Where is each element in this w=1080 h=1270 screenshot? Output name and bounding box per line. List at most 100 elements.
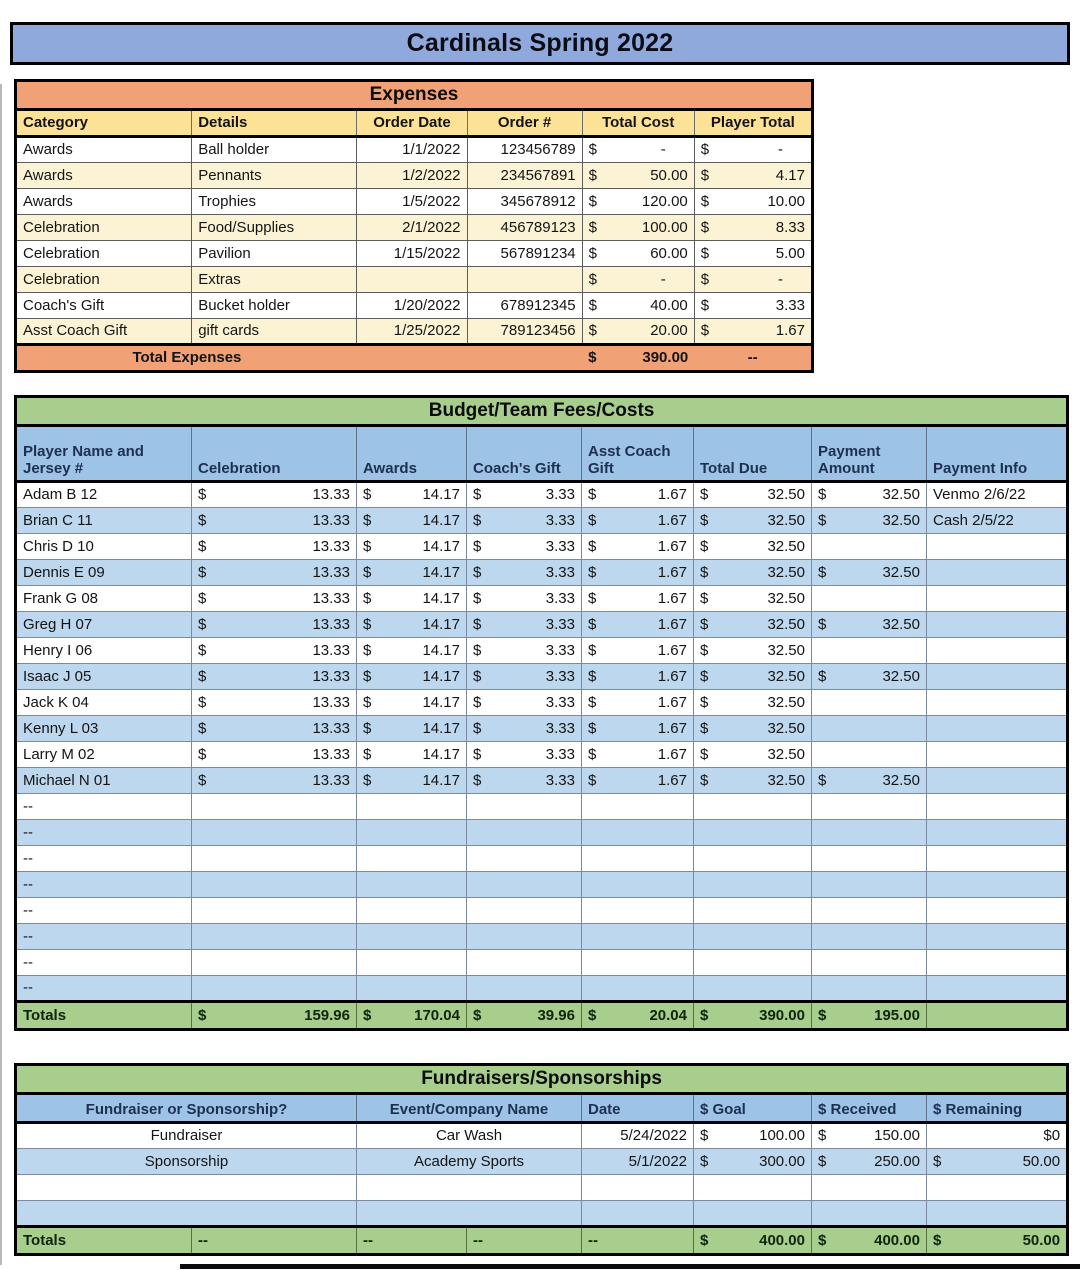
- cell-awards[interactable]: $14.17: [356, 533, 467, 560]
- cell-order-num[interactable]: 789123456: [466, 318, 583, 345]
- cell-total-due[interactable]: [693, 923, 812, 950]
- cell-details[interactable]: Extras: [191, 266, 358, 293]
- cell-coach-gift[interactable]: $3.33: [466, 637, 582, 664]
- cell-name[interactable]: --: [15, 793, 192, 820]
- cell-name[interactable]: --: [15, 897, 192, 924]
- cell-celebration[interactable]: $13.33: [191, 611, 357, 638]
- fundraisers-total-received[interactable]: $ 400.00: [811, 1225, 927, 1255]
- cell-awards[interactable]: [356, 975, 467, 1002]
- cell-payment-info[interactable]: [925, 663, 1069, 690]
- cell-asst-gift[interactable]: $1.67: [581, 533, 694, 560]
- cell-payment-info[interactable]: [925, 793, 1069, 820]
- cell-asst-gift[interactable]: $1.67: [581, 767, 694, 794]
- col-header-order-num[interactable]: Order #: [466, 109, 583, 138]
- cell-total-cost[interactable]: $100.00: [581, 214, 695, 241]
- cell-celebration[interactable]: $13.33: [191, 637, 357, 664]
- cell-awards[interactable]: [356, 871, 467, 898]
- budget-totals-label[interactable]: Totals: [15, 1000, 192, 1030]
- cell-name[interactable]: Greg H 07: [15, 611, 192, 638]
- cell-payment-info[interactable]: [925, 767, 1069, 794]
- col-header-awards[interactable]: Awards: [356, 425, 467, 483]
- cell-dash[interactable]: --: [581, 1225, 694, 1255]
- cell-awards[interactable]: $14.17: [356, 507, 467, 534]
- cell-coach-gift[interactable]: [466, 923, 582, 950]
- cell-category[interactable]: Asst Coach Gift: [14, 318, 193, 345]
- cell-details[interactable]: Food/Supplies: [191, 214, 358, 241]
- cell-date[interactable]: [581, 1174, 694, 1201]
- cell-name[interactable]: Henry I 06: [15, 637, 192, 664]
- cell-asst-gift[interactable]: $1.67: [581, 715, 694, 742]
- cell-blank[interactable]: [925, 1000, 1069, 1030]
- cell-celebration[interactable]: $13.33: [191, 663, 357, 690]
- col-header-event-name[interactable]: Event/Company Name: [356, 1093, 582, 1124]
- cell-asst-gift[interactable]: $1.67: [581, 663, 694, 690]
- cell-player-total[interactable]: $8.33: [693, 214, 814, 241]
- cell-received[interactable]: $150.00: [811, 1122, 927, 1149]
- cell-goal[interactable]: $300.00: [693, 1148, 812, 1175]
- cell-order-num[interactable]: 345678912: [466, 188, 583, 215]
- col-header-payment-info[interactable]: Payment Info: [925, 425, 1068, 483]
- expenses-total-label[interactable]: Total Expenses: [15, 343, 357, 372]
- cell-name[interactable]: --: [15, 975, 192, 1002]
- cell-total-due[interactable]: [693, 975, 812, 1002]
- cell-payment-info[interactable]: [925, 611, 1069, 638]
- cell-awards[interactable]: [356, 897, 467, 924]
- cell-asst-gift[interactable]: [581, 975, 694, 1002]
- col-header-order-date[interactable]: Order Date: [356, 109, 468, 138]
- cell-goal[interactable]: [693, 1200, 812, 1227]
- cell-payment-info[interactable]: [925, 559, 1069, 586]
- cell-order-date[interactable]: 1/20/2022: [356, 292, 468, 319]
- budget-total-awards[interactable]: $ 170.04: [356, 1000, 467, 1030]
- cell-awards[interactable]: [356, 845, 467, 872]
- cell-player-total[interactable]: $ -: [693, 136, 814, 163]
- cell-awards[interactable]: $14.17: [356, 611, 467, 638]
- cell-celebration[interactable]: [191, 975, 357, 1002]
- cell-payment-info[interactable]: [925, 949, 1069, 976]
- cell-name[interactable]: Michael N 01: [15, 767, 192, 794]
- cell-order-date[interactable]: 1/1/2022: [356, 136, 468, 163]
- cell-asst-gift[interactable]: [581, 871, 694, 898]
- cell-goal[interactable]: $100.00: [693, 1122, 812, 1149]
- cell-coach-gift[interactable]: $3.33: [466, 559, 582, 586]
- cell-payment-info[interactable]: [925, 975, 1069, 1002]
- cell-celebration[interactable]: $13.33: [191, 559, 357, 586]
- cell-order-date[interactable]: [356, 266, 468, 293]
- cell-coach-gift[interactable]: $3.33: [466, 533, 582, 560]
- cell-details[interactable]: Pennants: [191, 162, 358, 189]
- cell-name[interactable]: Car Wash: [356, 1122, 582, 1149]
- cell-order-num[interactable]: [466, 266, 583, 293]
- cell-payment-amount[interactable]: [811, 715, 927, 742]
- cell-remaining[interactable]: $0: [925, 1122, 1069, 1149]
- cell-total-cost[interactable]: $60.00: [581, 240, 695, 267]
- cell-total-due[interactable]: [693, 793, 812, 820]
- cell-awards[interactable]: $14.17: [356, 559, 467, 586]
- cell-celebration[interactable]: $13.33: [191, 767, 357, 794]
- budget-title[interactable]: Budget/Team Fees/Costs: [15, 396, 1068, 427]
- cell-total-cost[interactable]: $ -: [581, 136, 695, 163]
- cell-celebration[interactable]: [191, 923, 357, 950]
- col-header-total-cost[interactable]: Total Cost: [581, 109, 695, 138]
- cell-payment-info[interactable]: [925, 845, 1069, 872]
- cell-received[interactable]: [811, 1200, 927, 1227]
- cell-name[interactable]: --: [15, 845, 192, 872]
- cell-total-cost[interactable]: $20.00: [581, 318, 695, 345]
- cell-coach-gift[interactable]: $3.33: [466, 507, 582, 534]
- cell-celebration[interactable]: [191, 793, 357, 820]
- cell-name[interactable]: --: [15, 819, 192, 846]
- cell-order-num[interactable]: 678912345: [466, 292, 583, 319]
- cell-coach-gift[interactable]: [466, 819, 582, 846]
- cell-payment-amount[interactable]: [811, 845, 927, 872]
- cell-total-due[interactable]: $32.50: [693, 611, 812, 638]
- cell-celebration[interactable]: $13.33: [191, 507, 357, 534]
- cell-awards[interactable]: $14.17: [356, 715, 467, 742]
- cell-payment-info[interactable]: [925, 637, 1069, 664]
- cell-total-due[interactable]: $32.50: [693, 585, 812, 612]
- cell-total-due[interactable]: [693, 897, 812, 924]
- col-header-category[interactable]: Category: [14, 109, 192, 138]
- cell-date[interactable]: 5/24/2022: [581, 1122, 694, 1149]
- cell-payment-amount[interactable]: [811, 923, 927, 950]
- cell-total-due[interactable]: $32.50: [693, 715, 812, 742]
- cell-asst-gift[interactable]: $1.67: [581, 637, 694, 664]
- budget-total-due[interactable]: $ 390.00: [693, 1000, 812, 1030]
- cell-total-due[interactable]: $32.50: [693, 507, 812, 534]
